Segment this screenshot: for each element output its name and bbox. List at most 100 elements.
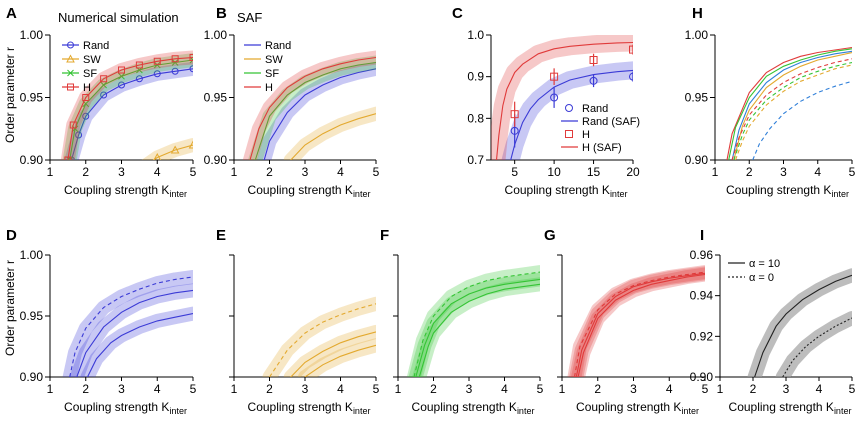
plot-area bbox=[243, 50, 376, 160]
x-tick-label: 10 bbox=[547, 165, 561, 179]
series-line-dashed-1 bbox=[731, 58, 852, 160]
plot-area bbox=[491, 35, 633, 160]
legend-label: α = 10 bbox=[749, 258, 780, 270]
y-tick-label: 1.00 bbox=[685, 28, 709, 42]
x-tick-label: 5 bbox=[702, 382, 709, 396]
y-axis-label-top: Order parameter r bbox=[3, 47, 17, 143]
series-band-SW bbox=[141, 138, 193, 160]
plot-area bbox=[726, 46, 852, 160]
x-tick-label: 1 bbox=[559, 382, 566, 396]
y-tick-label: 0.96 bbox=[690, 248, 714, 262]
legend-swatch bbox=[565, 130, 573, 138]
legend-item: α = 10 bbox=[728, 258, 780, 270]
y-tick-label: 0.9 bbox=[467, 70, 484, 84]
panel-letter: C bbox=[452, 5, 463, 22]
series-line-solid-lower bbox=[577, 273, 705, 377]
series-line-dashed-2 bbox=[733, 61, 852, 160]
data-point-Rand bbox=[629, 72, 633, 81]
legend-label: H bbox=[83, 82, 91, 94]
x-tick-label: 3 bbox=[630, 382, 637, 396]
y-tick-label: 1.00 bbox=[20, 28, 44, 42]
series-line-dashed bbox=[69, 276, 193, 377]
plot-area bbox=[262, 296, 376, 377]
x-tick-label: 5 bbox=[190, 382, 197, 396]
panel-A: A 1 2 3 4 5 0.90 0.95 1.00 Coupling strength Kint… bbox=[6, 5, 197, 199]
x-axis-label-sub: inter bbox=[353, 406, 371, 416]
series-line-α = 10 bbox=[754, 274, 852, 377]
x-tick-label: 3 bbox=[118, 382, 125, 396]
y-tick-label: 0.95 bbox=[204, 91, 228, 105]
legend-label: H bbox=[265, 82, 273, 94]
x-axis-label-sub: inter bbox=[610, 189, 628, 199]
series-line-SF bbox=[254, 61, 376, 160]
data-point-SW bbox=[170, 145, 180, 154]
x-tick-label: 2 bbox=[594, 382, 601, 396]
x-tick-label: 5 bbox=[849, 165, 856, 179]
x-tick-label: 5 bbox=[511, 165, 518, 179]
plot-area bbox=[567, 265, 705, 377]
data-point-SW bbox=[188, 140, 193, 149]
legend-swatch bbox=[565, 104, 573, 112]
y-tick-label: 0.95 bbox=[20, 309, 44, 323]
plot-area bbox=[747, 268, 852, 377]
legend-item: H (SAF) bbox=[561, 142, 622, 154]
x-axis-label: Coupling strength Kinter bbox=[729, 400, 852, 416]
x-axis-label: Coupling strength Kinter bbox=[248, 400, 371, 416]
plot-area bbox=[60, 50, 193, 160]
x-axis-label: Coupling strength Kinter bbox=[576, 400, 699, 416]
series-band-dashed bbox=[407, 265, 540, 377]
x-tick-label: 4 bbox=[337, 165, 344, 179]
legend-item: Rand (SAF) bbox=[561, 116, 640, 128]
data-point-Rand bbox=[100, 91, 108, 99]
data-point-SF bbox=[118, 72, 125, 80]
panel-H: H 1 2 3 4 5 0.90 0.95 1.00 Coupling strength Kint… bbox=[685, 5, 856, 199]
data-point-Rand bbox=[189, 65, 193, 73]
panel-letter: A bbox=[6, 5, 17, 22]
x-axis-label: Coupling strength Kinter bbox=[248, 183, 371, 199]
legend-label: Rand (SAF) bbox=[582, 116, 640, 128]
legend-marker bbox=[67, 83, 74, 91]
y-tick-label: 0.90 bbox=[690, 370, 714, 384]
x-tick-label: 2 bbox=[266, 382, 273, 396]
y-tick-label: 1.00 bbox=[204, 28, 228, 42]
data-point-H bbox=[82, 94, 90, 101]
x-tick-label: 1 bbox=[47, 165, 54, 179]
legend-item: SW bbox=[62, 54, 101, 66]
series-band-α = 0 bbox=[775, 311, 852, 377]
series-line-α = 0 bbox=[782, 317, 852, 377]
legend-item: H bbox=[244, 82, 273, 94]
x-tick-label: 1 bbox=[47, 382, 54, 396]
panel-letter: F bbox=[380, 227, 389, 244]
data-point-H bbox=[100, 75, 108, 83]
y-tick-label: 0.7 bbox=[467, 153, 484, 167]
series-band-solid-lower bbox=[571, 267, 705, 377]
data-point-H bbox=[510, 110, 519, 119]
x-axis-label: Coupling strength Kinter bbox=[64, 183, 187, 199]
y-tick-label: 0.95 bbox=[685, 91, 709, 105]
series-line-Rand (SAF) bbox=[510, 69, 633, 160]
x-tick-label: 3 bbox=[118, 165, 125, 179]
panel-A-title: Numerical simulation bbox=[58, 10, 179, 25]
panel-letter: G bbox=[544, 227, 556, 244]
series-line-solid-4 bbox=[733, 51, 852, 160]
legend-item: α = 0 bbox=[728, 272, 774, 284]
plot-area bbox=[407, 265, 540, 377]
x-tick-label: 4 bbox=[501, 382, 508, 396]
x-axis-label: Coupling strength Kinter bbox=[64, 400, 187, 416]
data-point-Rand bbox=[118, 81, 125, 89]
x-axis-label-sub: inter bbox=[353, 189, 371, 199]
x-tick-label: 2 bbox=[82, 382, 89, 396]
y-tick-label: 0.90 bbox=[20, 153, 44, 167]
x-tick-label: 3 bbox=[302, 382, 309, 396]
data-point-Rand bbox=[510, 126, 519, 135]
panel-letter: I bbox=[700, 227, 704, 244]
legend-item: Rand bbox=[565, 103, 608, 115]
series-line-solid-upper bbox=[575, 272, 705, 377]
legend-label: SF bbox=[83, 68, 97, 80]
x-axis-label-sub: inter bbox=[169, 406, 187, 416]
x-axis-label-sub: inter bbox=[834, 406, 852, 416]
